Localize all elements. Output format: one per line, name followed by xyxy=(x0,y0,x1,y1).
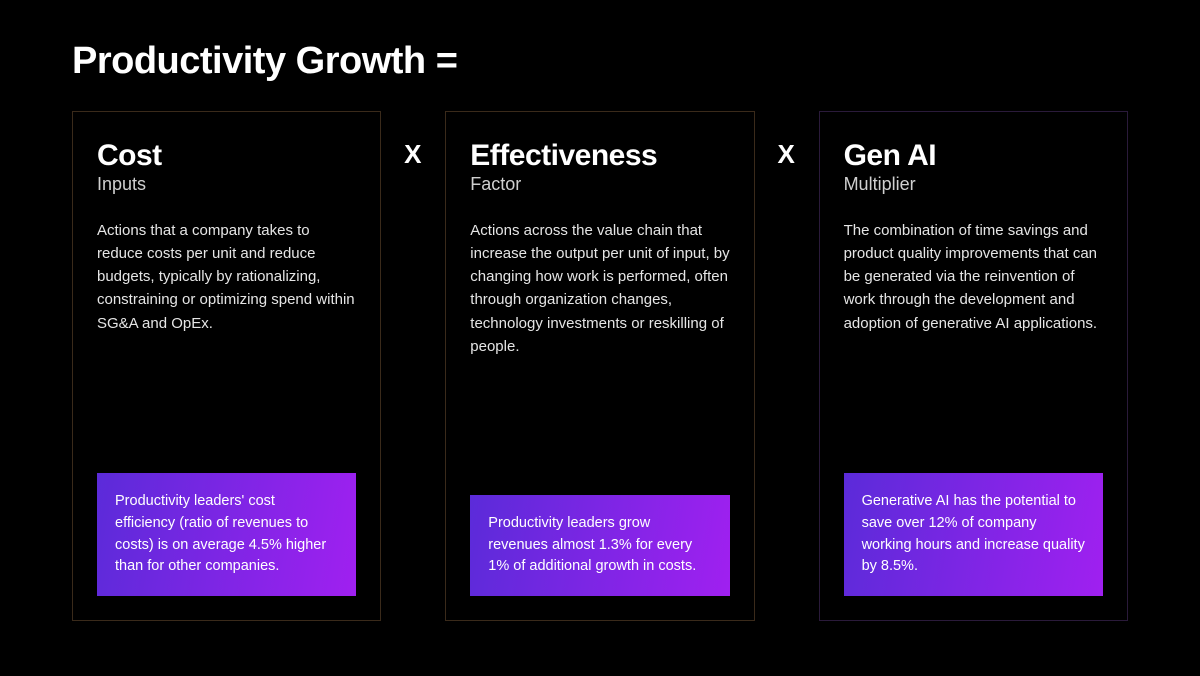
card-callout: Productivity leaders grow revenues almos… xyxy=(470,495,729,596)
card-heading: Effectiveness xyxy=(470,140,729,172)
card-cost: Cost Inputs Actions that a company takes… xyxy=(72,111,381,621)
multiply-operator: X xyxy=(381,111,445,170)
card-body: Actions that a company takes to reduce c… xyxy=(97,219,356,335)
card-effectiveness: Effectiveness Factor Actions across the … xyxy=(445,111,754,621)
card-heading: Gen AI xyxy=(844,140,1103,172)
card-body: Actions across the value chain that incr… xyxy=(470,219,729,359)
flex-spacer xyxy=(844,335,1103,453)
flex-spacer xyxy=(97,335,356,453)
card-callout: Productivity leaders' cost efficiency (r… xyxy=(97,473,356,596)
card-subheading: Factor xyxy=(470,174,729,195)
card-callout: Generative AI has the potential to save … xyxy=(844,473,1103,596)
multiply-operator: X xyxy=(755,111,819,170)
card-subheading: Inputs xyxy=(97,174,356,195)
slide-root: Productivity Growth = Cost Inputs Action… xyxy=(0,0,1200,621)
equation-row: Cost Inputs Actions that a company takes… xyxy=(72,111,1128,621)
flex-spacer xyxy=(470,358,729,475)
card-subheading: Multiplier xyxy=(844,174,1103,195)
card-gen-ai: Gen AI Multiplier The combination of tim… xyxy=(819,111,1128,621)
card-heading: Cost xyxy=(97,140,356,172)
card-body: The combination of time savings and prod… xyxy=(844,219,1103,335)
page-title: Productivity Growth = xyxy=(72,40,1128,83)
